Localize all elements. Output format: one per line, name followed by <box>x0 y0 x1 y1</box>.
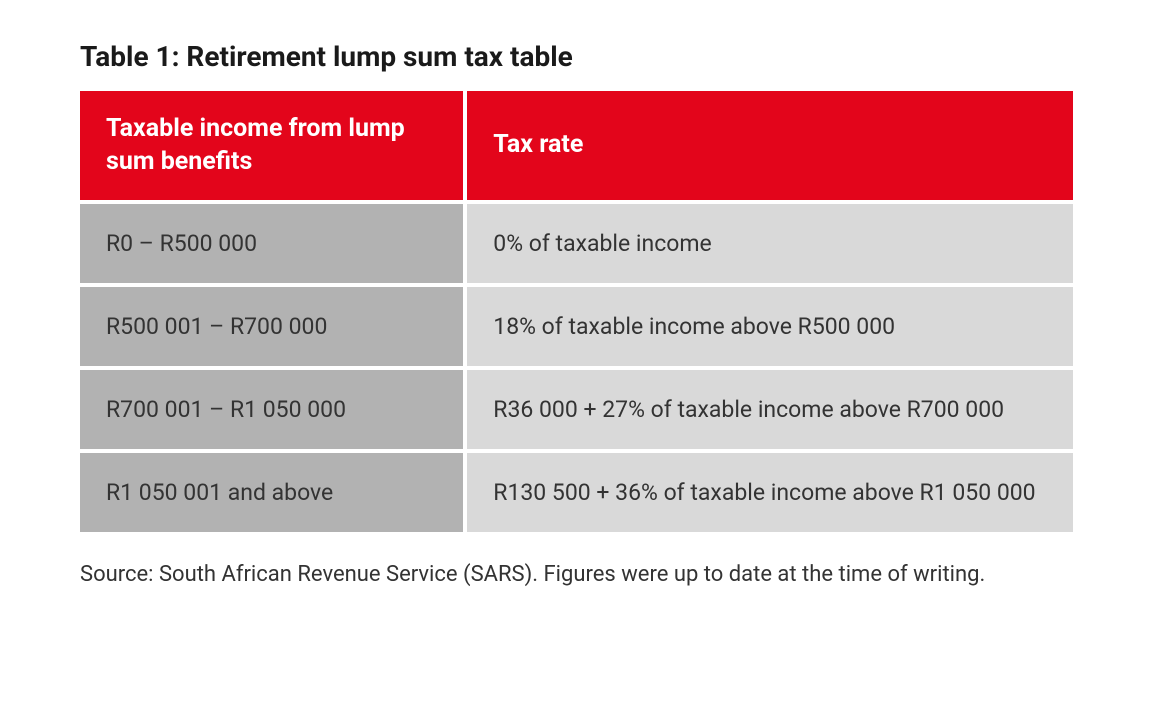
table-row: R0 – R500 000 0% of taxable income <box>80 200 1073 283</box>
table-title: Table 1: Retirement lump sum tax table <box>80 40 1073 73</box>
cell-rate: 18% of taxable income above R500 000 <box>467 283 1073 366</box>
cell-income: R0 – R500 000 <box>80 200 467 283</box>
table-row: R500 001 – R700 000 18% of taxable incom… <box>80 283 1073 366</box>
table-row: R700 001 – R1 050 000 R36 000 + 27% of t… <box>80 366 1073 449</box>
cell-income: R1 050 001 and above <box>80 449 467 532</box>
cell-rate: 0% of taxable income <box>467 200 1073 283</box>
cell-rate: R36 000 + 27% of taxable income above R7… <box>467 366 1073 449</box>
cell-rate: R130 500 + 36% of taxable income above R… <box>467 449 1073 532</box>
tax-table: Taxable income from lump sum benefits Ta… <box>80 91 1073 532</box>
column-header-income: Taxable income from lump sum benefits <box>80 91 467 200</box>
table-row: R1 050 001 and above R130 500 + 36% of t… <box>80 449 1073 532</box>
column-header-rate: Tax rate <box>467 91 1073 200</box>
cell-income: R700 001 – R1 050 000 <box>80 366 467 449</box>
source-note: Source: South African Revenue Service (S… <box>80 560 1073 591</box>
table-header-row: Taxable income from lump sum benefits Ta… <box>80 91 1073 200</box>
cell-income: R500 001 – R700 000 <box>80 283 467 366</box>
